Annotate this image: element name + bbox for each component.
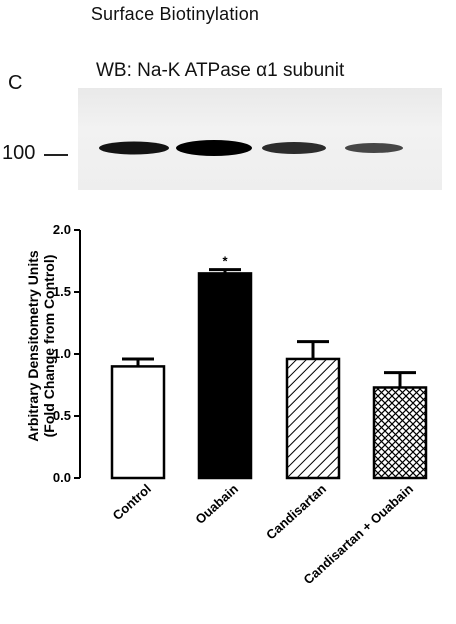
marker-tick: [44, 154, 68, 156]
bar-chart: Arbitrary Densitometry Units (Fold Chang…: [25, 222, 428, 587]
figure-title: Surface Biotinylation: [90, 4, 260, 24]
blot-band: [262, 142, 326, 154]
y-tick-label: 1.0: [53, 346, 71, 361]
y-axis-title: Arbitrary Densitometry Units (Fold Chang…: [25, 250, 57, 442]
bar: [372, 386, 428, 480]
y-axis-title-line2: (Fold Change from Control): [41, 255, 57, 438]
western-blot-image: [78, 88, 442, 190]
panel-letter: C: [8, 72, 23, 94]
bar: [197, 272, 253, 480]
blot-bands: [99, 140, 403, 156]
blot-band: [345, 143, 403, 153]
y-tick-label: 0.5: [53, 408, 71, 423]
bar: [110, 365, 166, 480]
bar: [285, 357, 341, 480]
y-tick-label: 1.5: [53, 284, 71, 299]
y-tick-label: 2.0: [53, 222, 71, 237]
x-category-label: Control: [110, 481, 154, 523]
y-axis-title-line1: Arbitrary Densitometry Units: [25, 250, 41, 442]
blot-band: [176, 140, 252, 156]
western-blot-label: WB: Na-K ATPase α1 subunit: [96, 60, 345, 81]
blot-band: [99, 141, 169, 155]
y-tick-label: 0.0: [53, 470, 71, 485]
molecular-weight-marker: 100: [2, 142, 36, 164]
x-category-label: Candisartan: [263, 481, 329, 542]
significance-marker: *: [222, 254, 228, 269]
x-category-label: Ouabain: [192, 481, 241, 527]
